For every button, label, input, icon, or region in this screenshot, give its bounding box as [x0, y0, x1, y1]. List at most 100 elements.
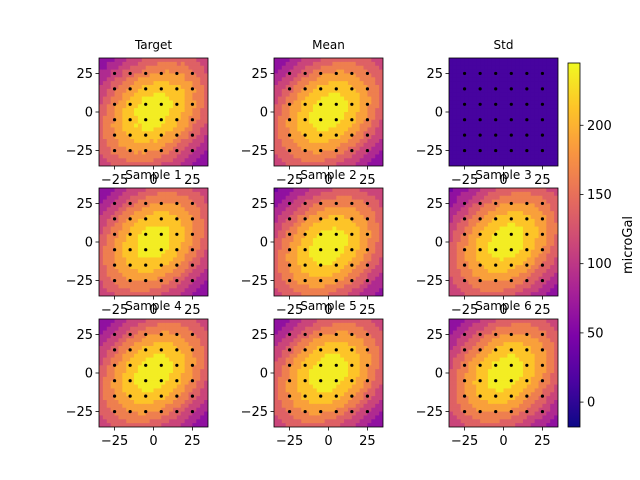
- contour-cell: [118, 58, 123, 63]
- contour-cell: [285, 245, 291, 251]
- contour-cell: [336, 142, 341, 148]
- contour-cell: [452, 272, 458, 278]
- contour-cell: [161, 65, 166, 71]
- contour-cell: [293, 215, 298, 220]
- contour-cell: [449, 234, 454, 239]
- contour-cell: [126, 162, 131, 166]
- contour-cell: [484, 230, 489, 235]
- contour-cell: [153, 234, 158, 239]
- contour-cell: [192, 139, 197, 144]
- contour-cell: [484, 131, 489, 136]
- contour-cell: [130, 104, 135, 109]
- contour-cell: [126, 284, 131, 289]
- contour-cell: [277, 162, 283, 166]
- contour-cell: [176, 92, 182, 98]
- contour-cell: [480, 249, 485, 255]
- contour-cell: [371, 292, 376, 296]
- contour-cell: [289, 139, 295, 144]
- contour-cell: [359, 203, 365, 208]
- contour-cell: [180, 253, 186, 259]
- contour-cell: [126, 85, 131, 90]
- contour-cell: [472, 249, 477, 255]
- contour-cell: [507, 230, 512, 235]
- contour-cell: [285, 222, 291, 228]
- contour-cell: [102, 265, 108, 270]
- contour-cell: [114, 119, 120, 125]
- contour-cell: [480, 276, 485, 282]
- contour-cell: [274, 162, 279, 166]
- contour-cell: [157, 127, 162, 132]
- contour-cell: [192, 77, 197, 82]
- contour-cell: [363, 195, 369, 201]
- contour-cell: [274, 230, 279, 235]
- contour-cell: [192, 265, 197, 270]
- contour-cell: [320, 188, 326, 193]
- contour-cell: [145, 191, 151, 197]
- contour-cell: [149, 104, 155, 109]
- contour-cell: [184, 61, 190, 67]
- contour-cell: [141, 218, 147, 224]
- contour-cell: [371, 131, 376, 136]
- contour-cell: [297, 203, 302, 208]
- contour-cell: [491, 230, 497, 235]
- contour-cell: [546, 203, 551, 208]
- contour-cell: [102, 162, 108, 166]
- contour-cell: [460, 195, 466, 201]
- contour-cell: [499, 73, 505, 78]
- contour-cell: [336, 261, 341, 266]
- contour-cell: [554, 135, 558, 140]
- contour-cell: [476, 292, 481, 296]
- contour-cell: [141, 65, 147, 71]
- contour-cell: [491, 96, 497, 102]
- contour-cell: [114, 276, 120, 282]
- contour-cell: [328, 218, 333, 224]
- contour-cell: [192, 249, 197, 255]
- contour-cell: [176, 261, 182, 266]
- contour-cell: [367, 69, 372, 75]
- contour-cell: [293, 123, 298, 129]
- contour-cell: [530, 195, 536, 201]
- contour-cell: [554, 73, 558, 78]
- contour-cell: [367, 150, 372, 156]
- contour-cell: [460, 257, 466, 262]
- contour-cell: [169, 261, 174, 266]
- contour-cell: [452, 92, 458, 98]
- contour-cell: [344, 288, 349, 293]
- contour-cell: [530, 191, 536, 197]
- contour-cell: [491, 261, 497, 266]
- contour-cell: [309, 238, 314, 243]
- contour-cell: [274, 261, 279, 266]
- contour-cell: [347, 92, 353, 98]
- contour-cell: [530, 69, 536, 75]
- observation-point: [144, 71, 148, 76]
- contour-cell: [484, 222, 489, 228]
- contour-cell: [375, 253, 380, 259]
- contour-cell: [301, 85, 306, 90]
- contour-cell: [499, 139, 505, 144]
- contour-cell: [285, 226, 291, 232]
- contour-cell: [309, 211, 314, 216]
- contour-cell: [468, 195, 473, 201]
- contour-cell: [141, 249, 147, 255]
- contour-cell: [484, 73, 489, 78]
- contour-cell: [363, 58, 369, 63]
- contour-cell: [110, 92, 116, 98]
- contour-cell: [340, 135, 345, 140]
- contour-cell: [332, 108, 337, 113]
- contour-cell: [312, 108, 318, 113]
- contour-cell: [351, 203, 357, 208]
- contour-cell: [499, 158, 505, 163]
- contour-cell: [309, 65, 314, 71]
- contour-cell: [546, 61, 551, 67]
- contour-cell: [460, 154, 466, 159]
- contour-cell: [328, 85, 333, 90]
- contour-cell: [180, 191, 186, 197]
- contour-cell: [340, 61, 345, 67]
- contour-cell: [340, 288, 345, 293]
- contour-cell: [487, 191, 493, 197]
- contour-cell: [169, 249, 174, 255]
- contour-cell: [456, 269, 462, 274]
- contour-cell: [200, 234, 205, 239]
- contour-cell: [118, 146, 123, 152]
- contour-cell: [484, 242, 489, 247]
